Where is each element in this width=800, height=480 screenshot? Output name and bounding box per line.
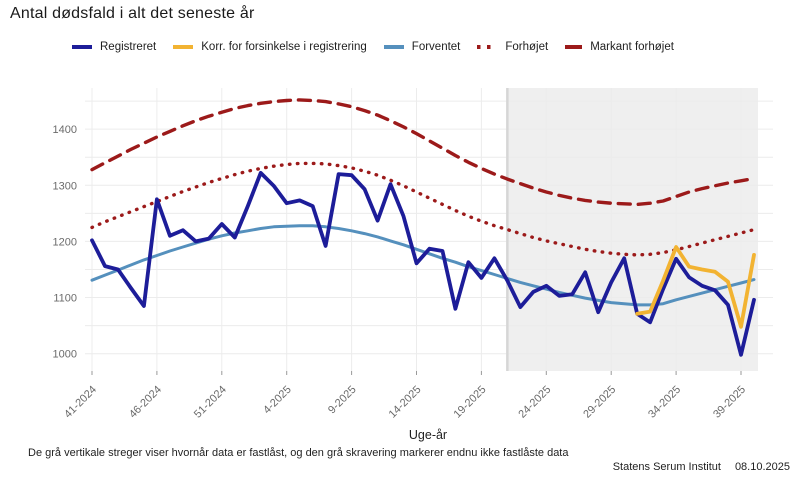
y-tick-label: 1100: [53, 293, 77, 305]
legend-swatch-solid: [72, 45, 92, 49]
legend-item: Forhøjet: [477, 41, 548, 53]
footnote-text: De grå vertikale streger viser hvornår d…: [28, 447, 569, 459]
series-line-markant-forh-jet: [90, 98, 756, 207]
legend-swatch-solid: [173, 45, 194, 49]
legend-label: Korr. for forsinkelse i registrering: [201, 41, 367, 53]
x-tick-label: 24-2025: [516, 384, 553, 421]
unlocked-data-shading: [507, 88, 758, 371]
report-date: 08.10.2025: [734, 461, 790, 473]
legend-item: Markant forhøjet: [565, 41, 674, 53]
x-tick-label: 19-2025: [451, 384, 488, 421]
x-tick-label: 4-2025: [261, 384, 294, 417]
legend-label: Forventet: [411, 41, 461, 53]
legend-swatch-solid: [383, 45, 404, 49]
legend-label: Markant forhøjet: [590, 41, 674, 53]
y-tick-label: 1300: [53, 180, 77, 192]
series-line-korr-for-forsinkelse-i-registrering: [635, 245, 756, 329]
chart-legend: Registreret Korr. for forsinkelse i regis…: [72, 40, 674, 54]
legend-item: Korr. for forsinkelse i registrering: [173, 41, 367, 53]
legend-swatch-dotted: [477, 45, 498, 49]
x-tick-label: 34-2025: [646, 384, 683, 421]
x-tick-label: 46-2024: [127, 384, 164, 421]
y-tick-label: 1000: [53, 349, 77, 361]
legend-swatch-dashed: [565, 45, 583, 49]
x-tick-label: 39-2025: [711, 384, 748, 421]
x-tick-label: 29-2025: [581, 384, 618, 421]
attribution: Statens Serum Institut 08.10.2025: [613, 461, 790, 473]
x-tick-label: 14-2025: [387, 384, 424, 421]
x-tick-label: 41-2024: [62, 384, 99, 421]
y-tick-label: 1400: [53, 124, 77, 136]
series-line-forh-jet: [90, 161, 756, 257]
x-tick-label: 51-2024: [192, 384, 229, 421]
chart-title: Antal dødsfald i alt det seneste år: [10, 5, 255, 22]
series-line-registreret: [90, 170, 756, 357]
legend-item: Registreret: [72, 41, 156, 53]
legend-label: Forhøjet: [505, 41, 549, 53]
x-axis-title: Uge-år: [408, 428, 448, 442]
source-name: Statens Serum Institut: [612, 461, 721, 473]
legend-label: Registreret: [100, 41, 157, 53]
y-tick-label: 1200: [53, 236, 77, 248]
legend-item: Forventet: [383, 41, 461, 53]
x-tick-label: 9-2025: [326, 384, 359, 417]
